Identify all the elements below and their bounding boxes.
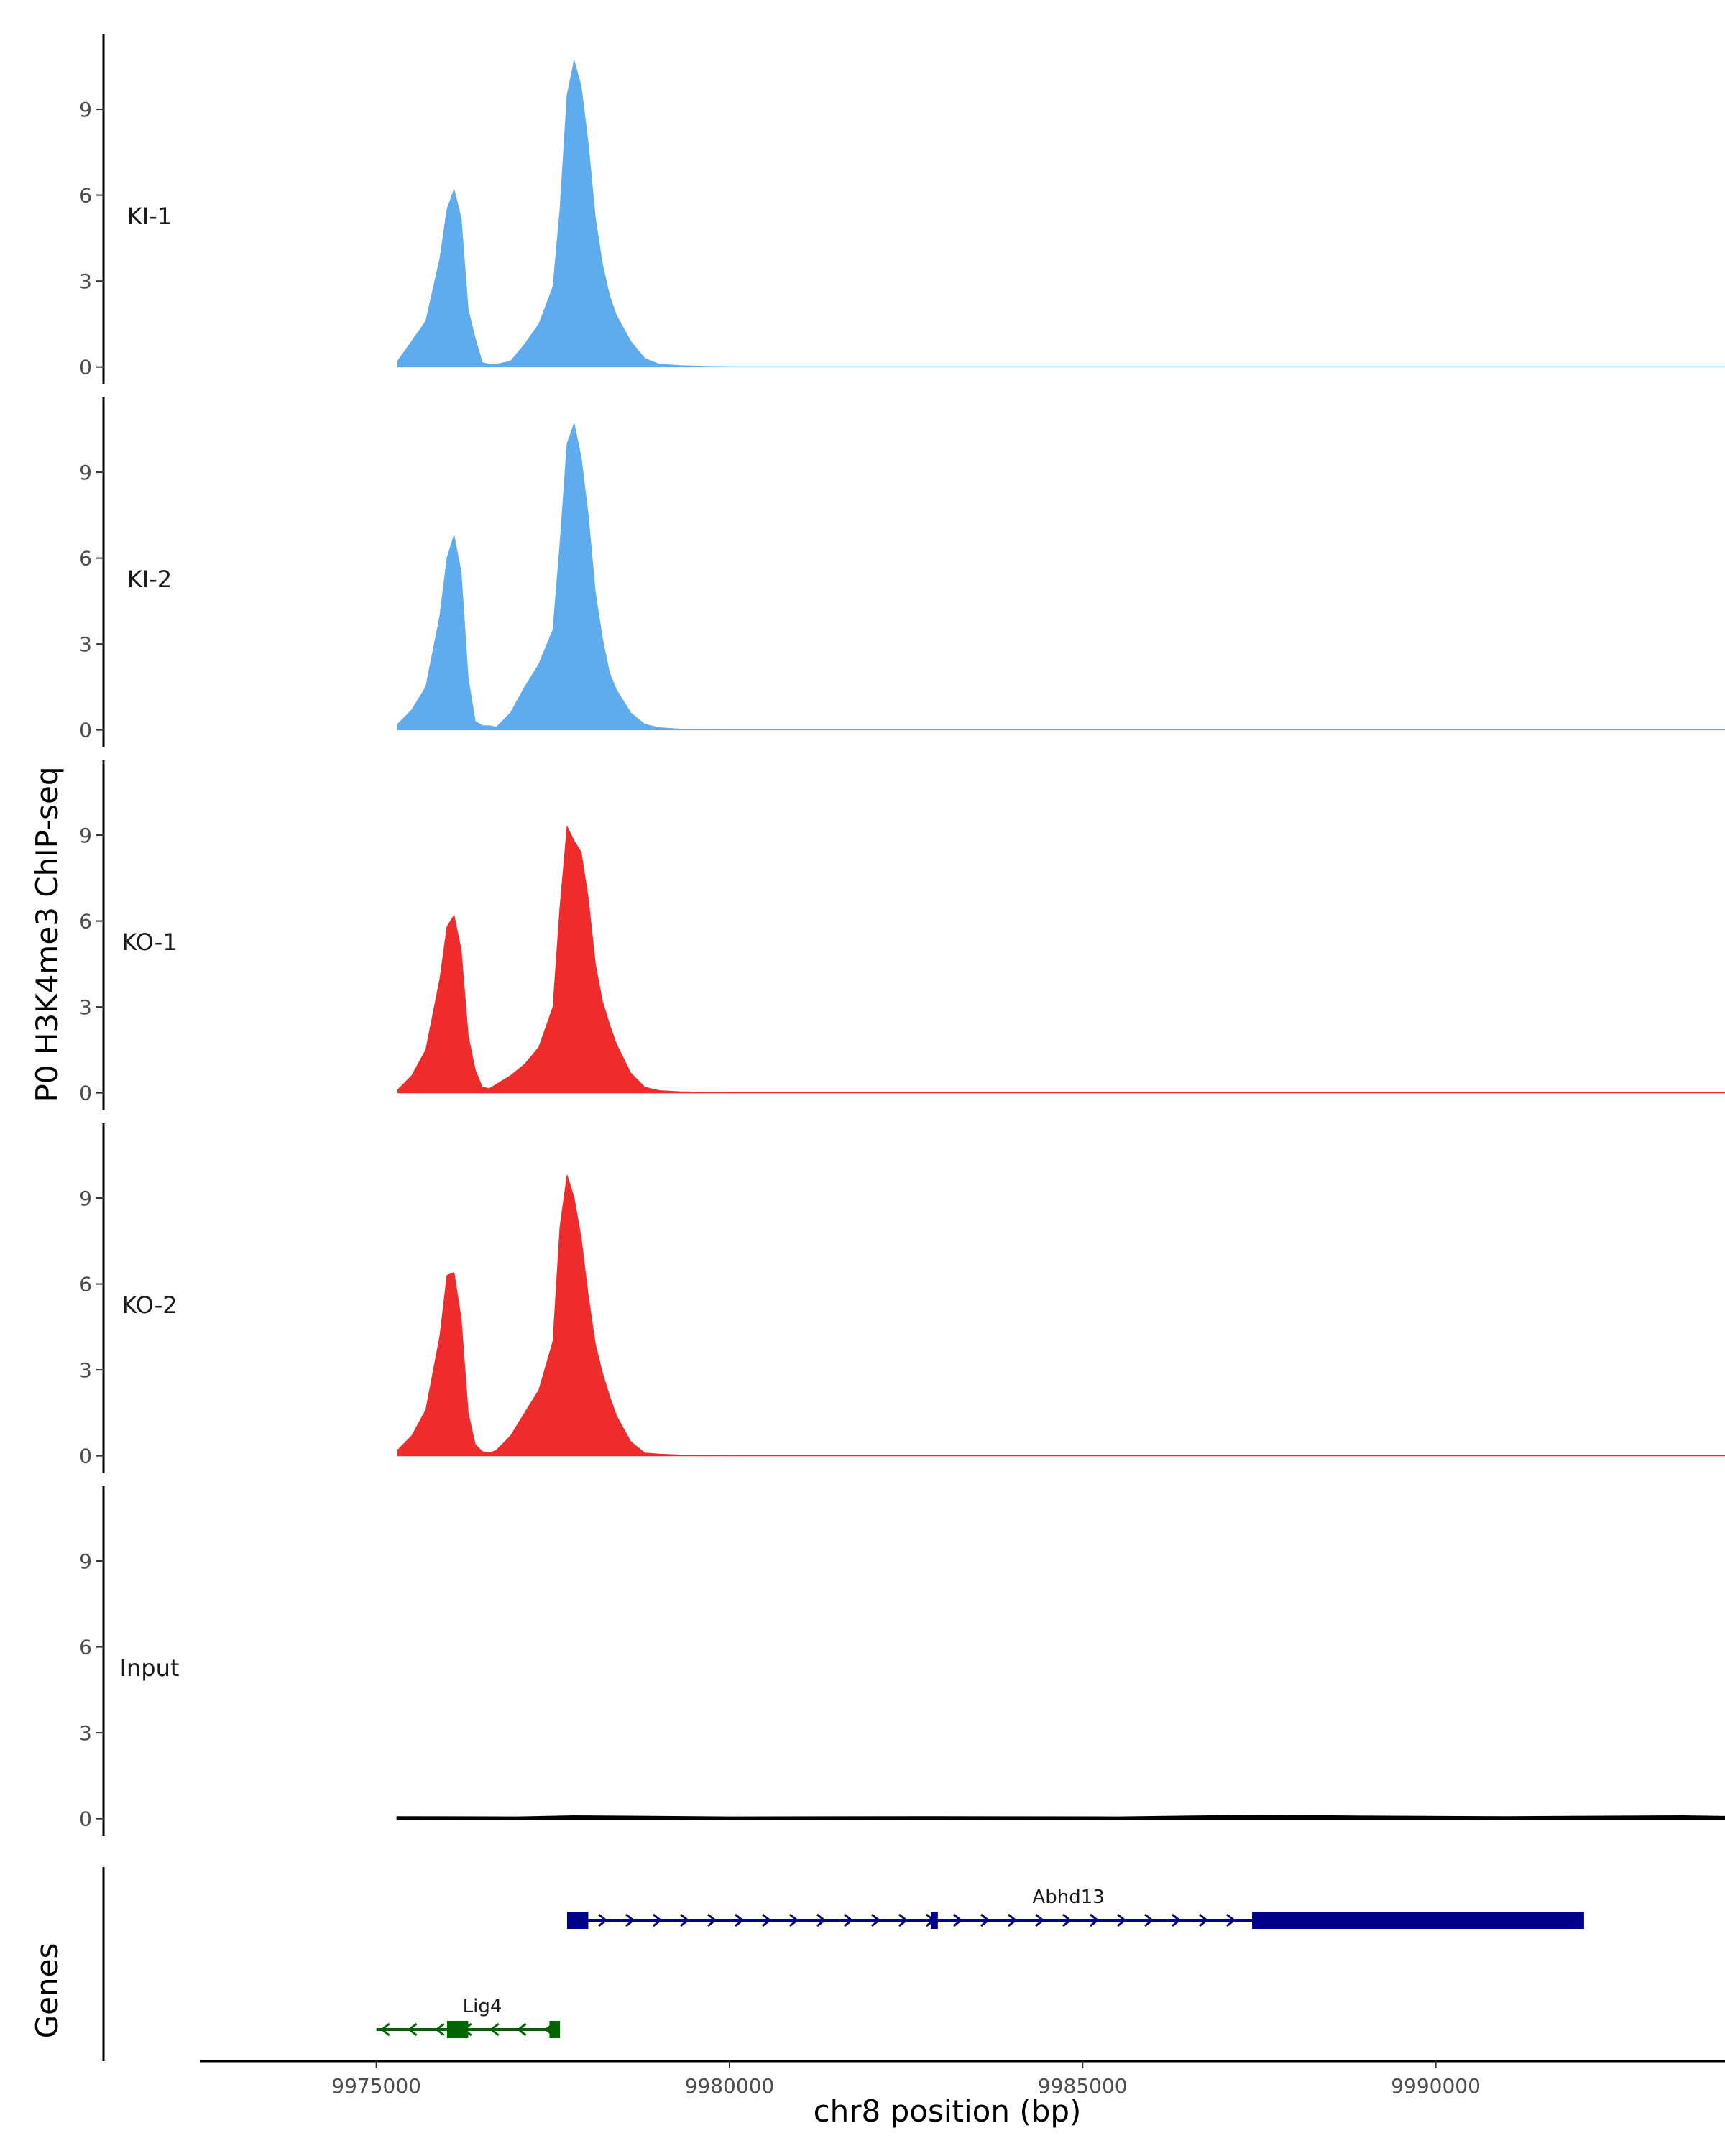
- coverage-area-ki-1: [397, 60, 1725, 368]
- gene-exon: [931, 1912, 938, 1929]
- strand-arrow-icon: [1226, 1913, 1236, 1927]
- y-tick-label: 9: [79, 1549, 92, 1573]
- gene-lig4: Lig4: [376, 1996, 561, 2038]
- track-ko-1: 0 3 6 9 KO-1: [79, 760, 1725, 1110]
- y-tick-label: 9: [79, 461, 92, 484]
- gene-exon: [566, 1912, 589, 1929]
- strand-arrow-icon: [898, 1913, 908, 1927]
- y-axis-title: P0 H3K4me3 ChIP-seq: [29, 766, 65, 1102]
- y-tick-label: 3: [79, 1721, 92, 1745]
- track-label: KI-1: [127, 203, 172, 230]
- strand-arrow-icon: [380, 2022, 390, 2037]
- strand-arrow-icon: [980, 1913, 990, 1927]
- y-tick-label: 9: [79, 824, 92, 847]
- y-tick-label: 0: [79, 1807, 92, 1831]
- strand-arrow-icon: [1008, 1913, 1018, 1927]
- track-label: KI-2: [127, 566, 172, 593]
- strand-arrow-icon: [1062, 1913, 1072, 1927]
- gene-exon: [1252, 1912, 1584, 1929]
- strand-arrow-icon: [844, 1913, 854, 1927]
- strand-arrow-icon: [489, 2022, 500, 2037]
- y-tick-label: 3: [79, 995, 92, 1019]
- strand-arrow-icon: [1117, 1913, 1127, 1927]
- strand-arrow-icon: [1199, 1913, 1209, 1927]
- strand-arrow-icon: [598, 1913, 608, 1927]
- track-input: 0 3 6 9 Input: [79, 1486, 1725, 1836]
- strand-arrow-icon: [517, 2022, 527, 2037]
- y-tick-label: 3: [79, 632, 92, 656]
- x-tick-label: 9975000: [331, 2074, 421, 2098]
- y-tick-label: 0: [79, 1082, 92, 1105]
- y-tick-label: 3: [79, 270, 92, 293]
- strand-arrow-icon: [762, 1913, 772, 1927]
- strand-arrow-icon: [871, 1913, 881, 1927]
- genes-panel-title: Genes: [29, 1943, 65, 2039]
- track-ko-2: 0 3 6 9 KO-2: [79, 1123, 1725, 1473]
- strand-arrow-icon: [408, 2022, 418, 2037]
- strand-arrow-icon: [625, 1913, 635, 1927]
- coverage-area-ko-1: [397, 825, 1725, 1094]
- y-tick-label: 6: [79, 1636, 92, 1659]
- strand-arrow-icon: [735, 1913, 745, 1927]
- x-tick-label: 9980000: [685, 2074, 775, 2098]
- gene-annotation-panel: Abhd13 Lig4: [102, 1867, 1584, 2061]
- strand-arrow-icon: [707, 1913, 717, 1927]
- coverage-tracks: 0 3 6 9 KI-1 0 3 6 9 KI-2 0 3 6 9 KO-1 0 3 6 9 KO-2 0 3 6 9 Inpu…: [79, 34, 1725, 1836]
- y-tick-label: 0: [79, 719, 92, 742]
- track-label: Input: [120, 1654, 180, 1682]
- gene-label: Lig4: [463, 1996, 502, 2017]
- y-tick-label: 6: [79, 910, 92, 934]
- gene-exon: [549, 2021, 561, 2038]
- strand-arrow-icon: [816, 1913, 827, 1927]
- strand-arrow-icon: [680, 1913, 690, 1927]
- strand-arrow-icon: [1035, 1913, 1045, 1927]
- y-tick-label: 0: [79, 1445, 92, 1468]
- strand-arrow-icon: [1090, 1913, 1100, 1927]
- track-ki-2: 0 3 6 9 KI-2: [79, 397, 1725, 747]
- coverage-area-input: [396, 1815, 1725, 1820]
- y-tick-label: 6: [79, 184, 92, 208]
- y-tick-label: 3: [79, 1358, 92, 1382]
- y-tick-label: 9: [79, 1187, 92, 1210]
- strand-arrow-icon: [435, 2022, 445, 2037]
- strand-arrow-icon: [653, 1913, 663, 1927]
- strand-arrow-icon: [1144, 1913, 1154, 1927]
- x-tick-label: 9985000: [1038, 2074, 1128, 2098]
- coverage-area-ki-2: [397, 422, 1725, 731]
- y-tick-label: 6: [79, 547, 92, 571]
- x-axis-title: chr8 position (bp): [814, 2093, 1082, 2129]
- y-tick-label: 6: [79, 1273, 92, 1296]
- strand-arrow-icon: [789, 1913, 799, 1927]
- track-label: KO-2: [121, 1291, 177, 1319]
- y-tick-label: 9: [79, 98, 92, 121]
- x-tick-label: 9990000: [1391, 2074, 1481, 2098]
- y-tick-label: 0: [79, 356, 92, 379]
- strand-arrow-icon: [953, 1913, 963, 1927]
- coverage-area-ko-2: [397, 1175, 1725, 1457]
- strand-arrow-icon: [1172, 1913, 1182, 1927]
- x-axis: 99750009980000998500099900009995000: [200, 2060, 1725, 2098]
- track-ki-1: 0 3 6 9 KI-1: [79, 34, 1725, 384]
- gene-abhd13: Abhd13: [566, 1886, 1584, 1929]
- gene-label: Abhd13: [1032, 1886, 1104, 1908]
- gene-exon: [446, 2021, 469, 2038]
- track-label: KO-1: [121, 929, 177, 956]
